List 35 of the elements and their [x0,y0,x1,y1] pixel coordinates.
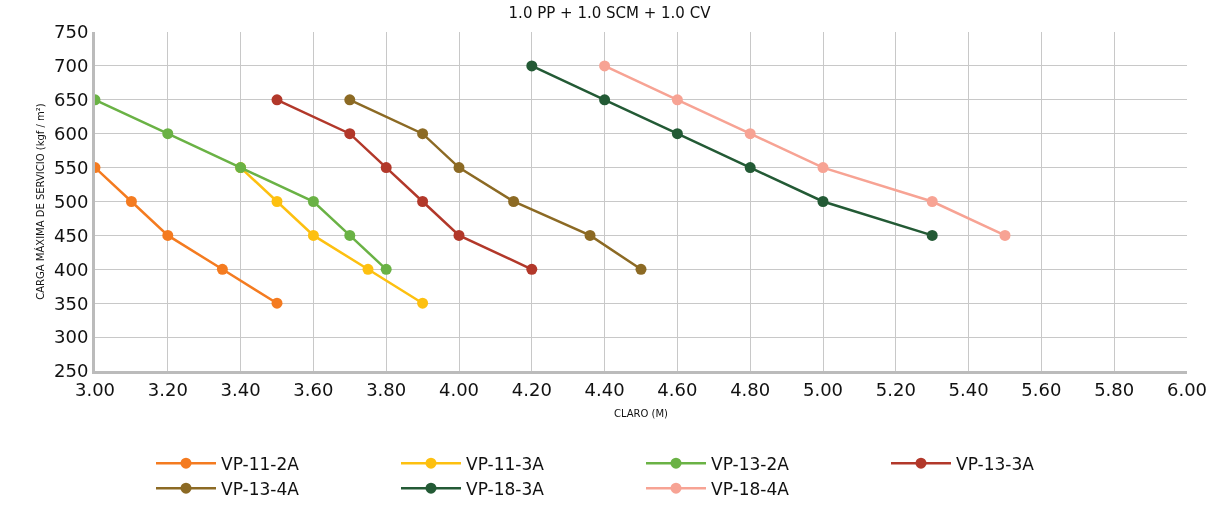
y-tick-label: 600 [54,123,89,144]
legend-label: VP-13-2A [711,453,790,474]
x-tick-label: 4.60 [657,378,698,400]
x-tick-label: 5.80 [1094,378,1135,400]
x-tick-label: 4.80 [730,378,771,400]
y-tick-label: 750 [54,21,89,43]
x-tick-label: 3.20 [147,378,188,400]
y-tick-label: 300 [54,326,89,348]
y-tick-label: 350 [54,292,89,314]
legend-label: VP-18-4A [711,478,790,499]
x-tick-label: 5.20 [875,378,916,400]
x-tick-label: 3.60 [293,378,334,400]
x-tick-label: 5.40 [948,378,989,400]
y-tick-label: 450 [54,224,89,246]
x-tick-label: 5.00 [802,378,844,400]
y-tick-label: 500 [54,190,89,212]
legend-label: VP-11-2A [221,453,300,474]
x-tick-label: 4.20 [511,378,552,400]
legend-label: VP-11-3A [466,453,545,474]
legend-label: VP-18-3A [466,478,545,499]
chart-title: 1.0 PP + 1.0 SCM + 1.0 CV [508,4,712,23]
y-tick-label: 400 [54,258,89,280]
y-axis-title: CARGA MÁXIMA DE SERVICIO (kgf / m²) [34,103,47,300]
x-tick-label: 5.60 [1021,378,1062,400]
y-tick-label: 650 [54,89,89,111]
legend-label: VP-13-4A [221,478,300,499]
legend-label: VP-13-3A [956,453,1035,474]
x-tick-label: 6.00 [1166,378,1208,400]
x-tick-label: 3.80 [366,378,407,400]
y-tick-label: 700 [54,55,89,77]
x-tick-label: 4.00 [438,378,480,400]
x-axis-title: CLARO (M) [613,408,669,420]
y-tick-label: 550 [54,156,89,178]
x-tick-label: 4.40 [584,378,625,400]
x-tick-label: 3.40 [220,378,261,400]
